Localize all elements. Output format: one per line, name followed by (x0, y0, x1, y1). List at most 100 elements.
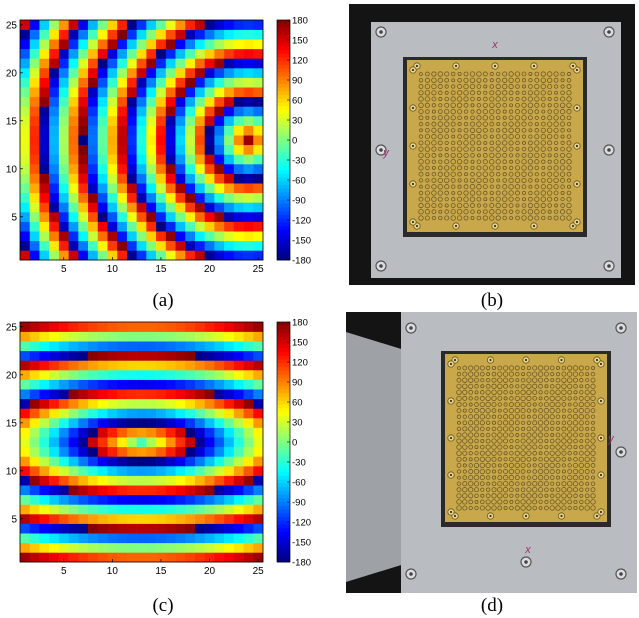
heatmap-cell (20, 87, 31, 98)
heatmap-cell (78, 116, 89, 126)
heatmap-cell (165, 154, 176, 165)
y-tick-label: 15 (6, 116, 18, 127)
heatmap-cell (214, 58, 225, 69)
heatmap-cell (39, 212, 50, 222)
heatmap-cell (136, 58, 147, 69)
heatmap-cell (58, 231, 69, 242)
heatmap-cell (146, 418, 157, 428)
heatmap-cell (136, 144, 147, 155)
heatmap-cell (117, 514, 128, 524)
heatmap-cell (78, 106, 89, 117)
heatmap-cell (185, 331, 196, 342)
heatmap-cell (97, 446, 108, 457)
heatmap-cell (165, 322, 176, 332)
colorbar-segment (277, 524, 290, 529)
heatmap-cell (253, 48, 264, 59)
heatmap-cell (243, 350, 254, 361)
heatmap-cell (20, 125, 31, 136)
colorbar-tick-label: 0 (292, 136, 297, 147)
heatmap-cell (146, 494, 157, 505)
heatmap-cell (58, 250, 69, 261)
heatmap-cell (214, 125, 225, 136)
colorbar-segment (277, 121, 290, 126)
heatmap-cell (224, 494, 235, 505)
colorbar-segment (277, 218, 290, 223)
heatmap-cell (165, 370, 176, 380)
colorbar-segment (277, 117, 290, 122)
colorbar-segment (277, 27, 290, 32)
heatmap-cell (243, 29, 254, 40)
heatmap-cell (224, 87, 235, 98)
heatmap-cell (214, 164, 225, 174)
colorbar-segment (277, 483, 290, 488)
heatmap-cell (29, 408, 40, 419)
heatmap-cell (58, 494, 69, 505)
heatmap-cell (243, 437, 254, 448)
heatmap-cell (136, 106, 147, 117)
heatmap-cell (88, 341, 99, 352)
heatmap-cell (88, 221, 99, 232)
heatmap-cell (58, 533, 69, 544)
heatmap-cell (97, 29, 108, 40)
colorbar-tick-label: 0 (292, 438, 297, 449)
heatmap-cell (78, 485, 89, 496)
heatmap-cell (194, 427, 205, 438)
heatmap-cell (117, 341, 128, 352)
heatmap-cell (204, 485, 215, 496)
heatmap-cell (185, 437, 196, 448)
heatmap-cell (136, 96, 147, 107)
heatmap-cell (39, 379, 50, 390)
heatmap-cell (88, 68, 99, 78)
heatmap-cell (253, 231, 264, 242)
heatmap-cell (204, 523, 215, 534)
metasurface-photo-b: xy (349, 4, 635, 285)
heatmap-cell (78, 418, 89, 428)
heatmap-cell (243, 202, 254, 213)
heatmap-cell (185, 389, 196, 400)
colorbar-segment (277, 38, 290, 43)
heatmap-cell (233, 322, 244, 332)
heatmap-cell (68, 485, 79, 496)
heatmap-cell (78, 341, 89, 352)
heatmap-cell (194, 144, 205, 155)
heatmap-cell (68, 446, 79, 457)
heatmap-cell (58, 427, 69, 438)
heatmap-cell (49, 221, 60, 232)
heatmap-cell (39, 58, 50, 69)
heatmap-cell (20, 96, 31, 107)
heatmap-cell (97, 322, 108, 332)
heatmap-cell (29, 87, 40, 98)
heatmap-cell (88, 322, 99, 332)
heatmap-cell (88, 437, 99, 448)
heatmap-cell (194, 514, 205, 524)
heatmap-cell (185, 370, 196, 380)
heatmap-cell (185, 39, 196, 50)
heatmap-cell (88, 154, 99, 165)
heatmap-cell (107, 533, 118, 544)
colorbar-segment (277, 61, 290, 66)
heatmap-cell (29, 370, 40, 380)
heatmap-cell (204, 135, 215, 146)
heatmap-cell (243, 418, 254, 428)
heatmap-cell (126, 77, 137, 88)
heatmap-cell (204, 154, 215, 165)
heatmap-cell (146, 221, 157, 232)
heatmap-cell (49, 173, 60, 184)
heatmap-cell (156, 68, 167, 78)
heatmap-cell (49, 350, 60, 361)
heatmap-cell (107, 331, 118, 342)
heatmap-cell (88, 116, 99, 126)
heatmap-cell (136, 331, 147, 342)
heatmap-cell (117, 192, 128, 203)
heatmap-cell (146, 523, 157, 534)
heatmap-cell (233, 437, 244, 448)
heatmap-cell (165, 341, 176, 352)
heatmap-cell (117, 221, 128, 232)
heatmap-cell (243, 250, 254, 261)
heatmap-cell (39, 504, 50, 515)
colorbar-segment (277, 158, 290, 163)
heatmap-c: 5 10 15 20 25 5 10 15 20 25 180 150 120 90 60 30 0 -30 -60… (6, 318, 311, 577)
heatmap-cell (233, 144, 244, 155)
heatmap-cell (97, 68, 108, 78)
heatmap-cell (156, 58, 167, 69)
